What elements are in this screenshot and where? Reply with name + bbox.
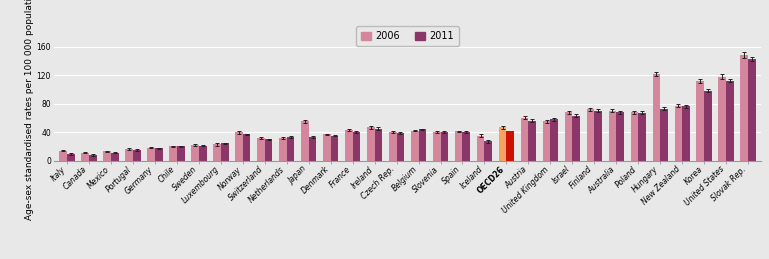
Bar bbox=[397, 133, 404, 161]
Bar bbox=[741, 55, 748, 161]
Bar bbox=[594, 111, 602, 161]
Bar bbox=[89, 155, 97, 161]
Bar bbox=[418, 129, 426, 161]
Bar bbox=[697, 81, 704, 161]
Bar bbox=[682, 106, 690, 161]
Bar bbox=[616, 112, 624, 161]
Bar bbox=[191, 145, 199, 161]
Bar bbox=[155, 148, 162, 161]
Bar bbox=[477, 136, 484, 161]
Bar bbox=[331, 136, 338, 161]
Bar bbox=[726, 81, 734, 161]
Bar bbox=[674, 106, 682, 161]
Legend: 2006, 2011: 2006, 2011 bbox=[356, 26, 459, 46]
Bar bbox=[199, 146, 207, 161]
Bar bbox=[375, 128, 382, 161]
Bar bbox=[287, 137, 295, 161]
Bar bbox=[748, 59, 756, 161]
Bar bbox=[462, 132, 470, 161]
Bar bbox=[454, 131, 462, 161]
Bar bbox=[499, 127, 507, 161]
Bar bbox=[543, 121, 551, 161]
Bar bbox=[147, 148, 155, 161]
Y-axis label: Age-sex standardised rates per 100 000 population: Age-sex standardised rates per 100 000 p… bbox=[25, 0, 34, 220]
Bar bbox=[125, 149, 133, 161]
Bar bbox=[169, 146, 177, 161]
Bar bbox=[308, 137, 316, 161]
Bar bbox=[564, 112, 572, 161]
Bar bbox=[528, 121, 536, 161]
Bar bbox=[323, 134, 331, 161]
Bar bbox=[279, 138, 287, 161]
Bar bbox=[213, 144, 221, 161]
Bar bbox=[265, 139, 272, 161]
Bar bbox=[243, 134, 251, 161]
Bar bbox=[235, 132, 243, 161]
Bar bbox=[587, 109, 594, 161]
Bar bbox=[221, 143, 228, 161]
Bar bbox=[389, 132, 397, 161]
Bar bbox=[484, 141, 492, 161]
Bar bbox=[631, 112, 638, 161]
Bar bbox=[572, 116, 580, 161]
Bar bbox=[411, 131, 418, 161]
Bar bbox=[111, 153, 118, 161]
Bar bbox=[507, 131, 514, 161]
Bar bbox=[551, 119, 558, 161]
Bar bbox=[521, 118, 528, 161]
Bar bbox=[353, 132, 361, 161]
Bar bbox=[59, 150, 67, 161]
Bar bbox=[638, 113, 646, 161]
Bar bbox=[103, 151, 111, 161]
Bar bbox=[367, 127, 375, 161]
Bar bbox=[67, 154, 75, 161]
Bar bbox=[653, 74, 661, 161]
Bar bbox=[177, 146, 185, 161]
Bar bbox=[133, 150, 141, 161]
Bar bbox=[661, 109, 668, 161]
Bar bbox=[433, 132, 441, 161]
Bar bbox=[257, 138, 265, 161]
Bar bbox=[718, 76, 726, 161]
Bar bbox=[608, 111, 616, 161]
Bar bbox=[82, 153, 89, 161]
Bar bbox=[345, 130, 353, 161]
Bar bbox=[301, 121, 308, 161]
Bar bbox=[441, 132, 448, 161]
Bar bbox=[704, 91, 712, 161]
